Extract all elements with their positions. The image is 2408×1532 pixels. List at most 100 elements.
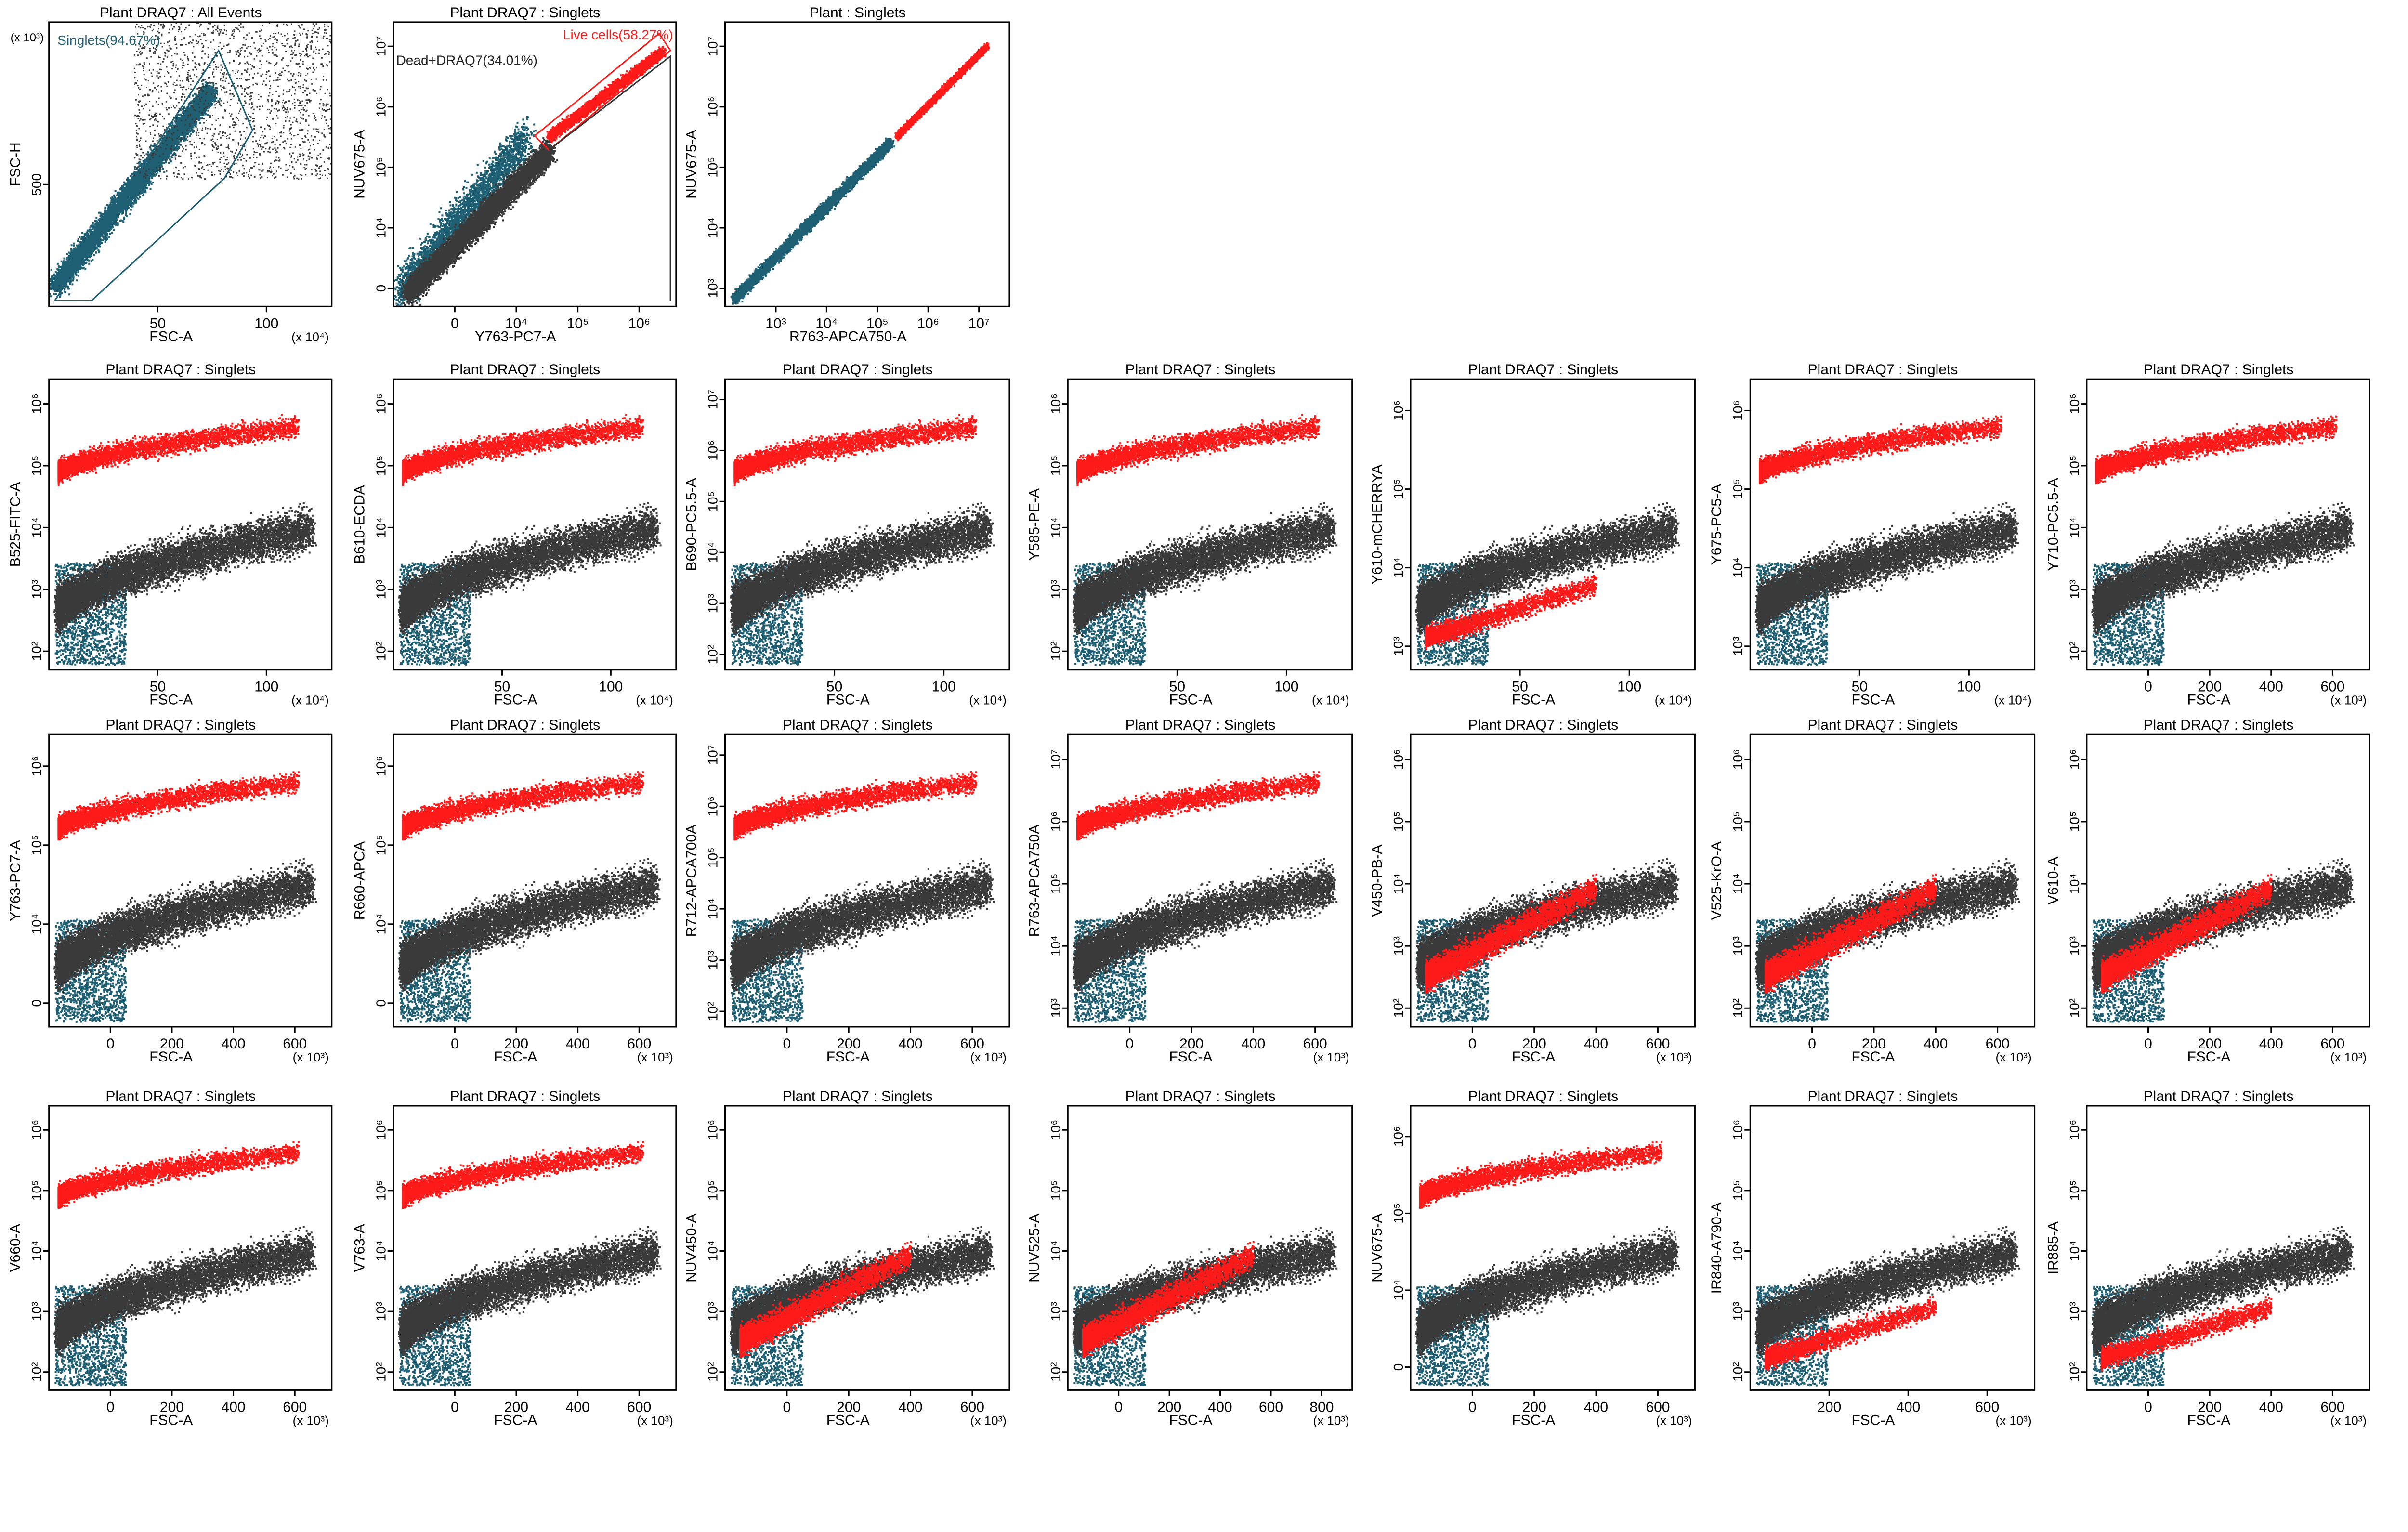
y-tick-label: 10² (29, 1362, 44, 1381)
y-tick-label: 10⁵ (29, 835, 44, 855)
x-tick-label: 200 (1862, 1036, 1886, 1052)
x-exponent-label: (x 10³) (970, 1050, 1007, 1064)
y-tick-label: 10⁶ (2067, 393, 2082, 414)
y-tick-label: 10⁶ (374, 1120, 389, 1140)
scatter-plot-17: Plant DRAQ7 : Singlets 0 200 400 600 10² 10³ 10… (2045, 717, 2370, 1065)
scatter-plot-2: Plant DRAQ7 : Singlets 0 10⁴ 10⁵ 10⁶ 0 10⁴ 10⁵ 1… (352, 5, 677, 344)
x-tick-label: 400 (222, 1399, 246, 1415)
axes-frame (48, 733, 333, 1028)
y-tick-label: 10³ (29, 1302, 44, 1321)
event-dots (57, 1141, 300, 1209)
y-tick-label: 10² (1048, 642, 1063, 661)
y-axis-label: R660-APCA (352, 841, 368, 920)
scatter-plot-21: Plant DRAQ7 : Singlets 0 200 400 600 800 10² 10… (1026, 1088, 1353, 1428)
x-tick-label: 600 (1975, 1399, 1999, 1415)
x-tick-label: 0 (106, 1399, 115, 1415)
scatter-plot-22: Plant DRAQ7 : Singlets 0 200 400 600 0 10⁴ 10⁵ 1… (1369, 1088, 1696, 1428)
axes-frame (1749, 1105, 2036, 1391)
x-exponent-label: (x 10³) (2330, 693, 2367, 707)
y-tick-label: 10⁶ (1391, 749, 1406, 770)
x-tick-label: 400 (1924, 1036, 1948, 1052)
data-points (398, 771, 661, 1023)
x-exponent-label: (x 10³) (637, 1413, 673, 1427)
y-tick-label: 10⁴ (1730, 557, 1745, 578)
y-tick-label: 10² (374, 1362, 389, 1381)
y-axis-label: B690-PC5.5-A (684, 478, 700, 571)
y-axis-label: R763-APCA750A (1026, 825, 1042, 937)
axes-frame (48, 1105, 333, 1391)
data-points (1072, 771, 1338, 1023)
y-axis-label: V525-KrO-A (1709, 841, 1725, 920)
x-tick-label: 50 (150, 315, 166, 331)
event-dots (739, 1241, 912, 1358)
y-tick-label: 10³ (2067, 580, 2082, 599)
y-tick-label: 10⁶ (1048, 1120, 1063, 1140)
axes-frame (393, 733, 677, 1028)
y-axis-label: Y585-PE-A (1026, 488, 1042, 561)
x-exponent-label: (x 10³) (1996, 1050, 2032, 1064)
y-tick-label: 10⁴ (1048, 517, 1063, 538)
y-tick-label: 10⁷ (706, 390, 720, 409)
event-dots (1076, 414, 1320, 486)
scatter-plot-24: Plant DRAQ7 : Singlets 0 200 400 600 10² 10³ 10… (2045, 1088, 2370, 1428)
x-axis-label: FSC-A (149, 1412, 193, 1428)
y-tick-label: 10⁵ (1730, 812, 1745, 832)
y-tick-label: 10⁵ (1048, 456, 1063, 476)
live-gate-label: Live cells(58.27%) (563, 27, 673, 42)
live-cells-gate (534, 32, 672, 151)
scatter-plot-19: Plant DRAQ7 : Singlets 0 200 400 600 10² 10³ 10… (352, 1088, 677, 1428)
x-tick-label: 200 (837, 1036, 861, 1052)
y-tick-label: 10⁶ (1048, 812, 1063, 832)
scatter-plot-18: Plant DRAQ7 : Singlets 0 200 400 600 10² 10³ 10… (8, 1088, 333, 1428)
y-tick-label: 10⁷ (706, 37, 720, 56)
x-tick-label: 600 (2320, 1399, 2344, 1415)
x-tick-label: 0 (106, 1036, 115, 1052)
dead-gate (548, 54, 671, 301)
axes-frame (1749, 378, 2036, 671)
x-tick-label: 50 (1512, 679, 1528, 695)
x-tick-label: 0 (451, 1036, 459, 1052)
y-tick-label: 10⁵ (706, 157, 720, 178)
dead-gate-label: Dead+DRAQ7(34.01%) (396, 52, 537, 67)
plot-title: Plant DRAQ7 : Singlets (1468, 1088, 1618, 1104)
y-tick-label: 10⁶ (374, 96, 389, 117)
y-tick-label: 10⁵ (706, 847, 720, 868)
x-tick-label: 10⁴ (505, 315, 527, 331)
axes-frame (48, 378, 333, 671)
event-dots (398, 502, 662, 638)
x-tick-label: 10⁵ (866, 315, 889, 331)
y-tick-label: 10⁵ (374, 157, 389, 178)
y-tick-label: 10⁶ (29, 1120, 44, 1140)
plot-title: Plant DRAQ7 : Singlets (1468, 717, 1618, 733)
data-points (1754, 858, 2020, 1023)
event-dots (402, 1141, 644, 1209)
x-tick-label: 0 (2144, 1036, 2152, 1052)
x-tick-label: 400 (899, 1036, 923, 1052)
y-axis-label: Y675-PC5-A (1709, 484, 1725, 565)
y-tick-label: 10² (2067, 998, 2082, 1018)
y-tick-label: 10² (1391, 998, 1406, 1018)
y-tick-label: 10⁵ (1391, 1203, 1406, 1224)
x-tick-label: 200 (2198, 1036, 2222, 1052)
y-tick-label: 10³ (706, 1302, 720, 1321)
scatter-plot-5: Plant DRAQ7 : Singlets 50 100 10² 10³ 10⁴ 10⁵ 1… (352, 362, 677, 708)
event-dots (57, 414, 300, 486)
x-axis-label: FSC-A (1512, 1412, 1555, 1428)
x-exponent-label: (x 10⁴) (1312, 693, 1349, 707)
y-tick-label: 10⁶ (29, 756, 44, 776)
axes-frame (1410, 378, 1696, 671)
x-tick-label: 600 (2320, 679, 2344, 695)
y-tick-label: 10⁴ (1048, 936, 1063, 956)
y-tick-label: 10² (29, 642, 44, 661)
data-points (1072, 1227, 1338, 1387)
x-tick-label: 200 (504, 1399, 528, 1415)
y-tick-label: 10⁵ (29, 456, 44, 476)
data-points (1072, 414, 1338, 666)
x-tick-label: 800 (1309, 1399, 1334, 1415)
y-tick-label: 10³ (29, 580, 44, 599)
y-tick-label: 10⁶ (374, 756, 389, 776)
event-dots (1072, 1227, 1338, 1358)
y-tick-label: 10⁴ (29, 517, 44, 538)
x-exponent-label: (x 10³) (1656, 1413, 1692, 1427)
y-tick-label: 10³ (706, 594, 720, 613)
